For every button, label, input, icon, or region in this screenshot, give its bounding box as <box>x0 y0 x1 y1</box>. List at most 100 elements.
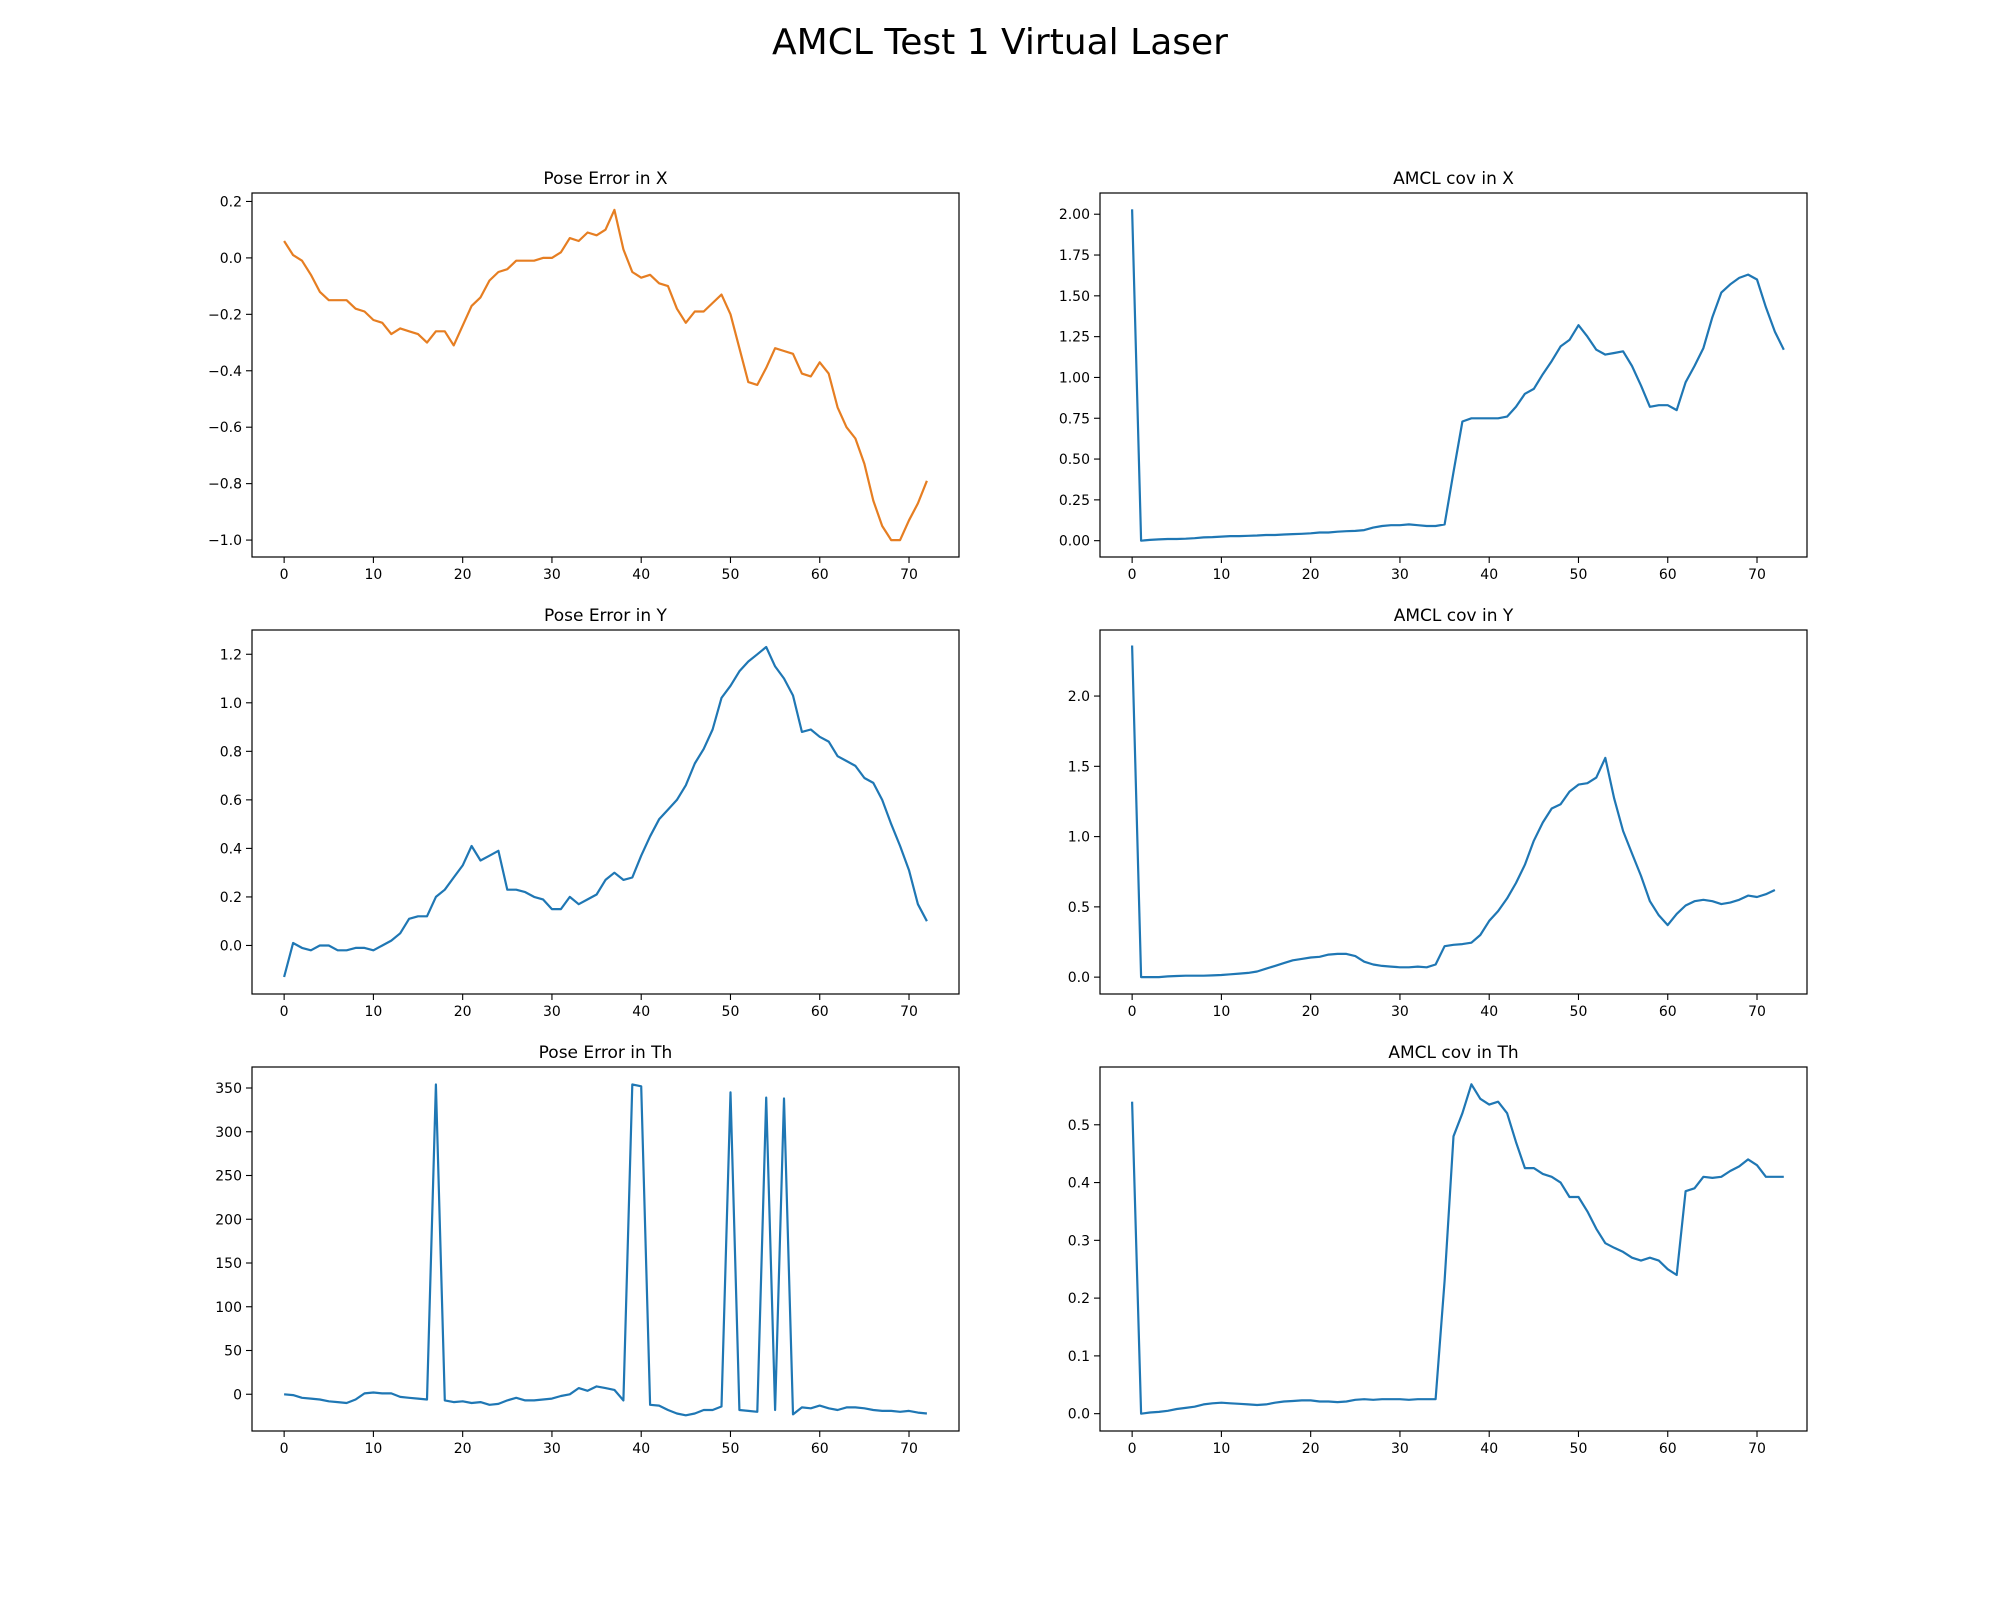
subplot-pose-error-th: Pose Error in Th 0 10 20 30 40 50 60 70 0 50 100 150… <box>215 1043 960 1457</box>
x-tick-label: 40 <box>632 1004 650 1020</box>
x-tick-label: 70 <box>1748 1004 1766 1020</box>
subplot-title: AMCL cov in Y <box>1394 606 1514 626</box>
y-tick-label: −1.0 <box>208 533 242 549</box>
axes-frame <box>251 192 960 558</box>
subplot-title: AMCL cov in Th <box>1388 1043 1518 1063</box>
y-tick-label: 0.2 <box>220 890 242 906</box>
y-tick-label: 250 <box>215 1169 242 1185</box>
y-tick-label: 0.5 <box>1068 900 1090 916</box>
series-line <box>1131 1083 1784 1415</box>
x-tick-label: 30 <box>543 1441 561 1457</box>
x-tick-label: 70 <box>1748 567 1766 583</box>
y-tick-label: 1.50 <box>1059 289 1090 305</box>
x-tick-label: 20 <box>1302 567 1320 583</box>
y-tick-label: 0.0 <box>1068 1407 1090 1423</box>
series-line <box>1131 645 1776 979</box>
x-tick-label: 50 <box>722 1004 740 1020</box>
y-tick-label: 0.0 <box>220 251 242 267</box>
x-tick-label: 50 <box>722 567 740 583</box>
series-line <box>283 208 928 542</box>
y-tick-label: 50 <box>224 1344 242 1360</box>
x-tick-label: 60 <box>811 567 829 583</box>
y-tick-label: 1.00 <box>1059 370 1090 386</box>
x-tick-label: 70 <box>900 1004 918 1020</box>
y-tick-label: 0.25 <box>1059 493 1090 509</box>
x-tick-label: 60 <box>1659 567 1677 583</box>
axes-frame <box>1099 192 1808 558</box>
x-tick-label: 20 <box>454 1441 472 1457</box>
x-tick-label: 0 <box>280 1441 289 1457</box>
y-tick-label: 0.4 <box>220 841 242 857</box>
subplot-amcl-cov-y: AMCL cov in Y 0 10 20 30 40 50 60 70 0.0 0.5 1.0 1.5… <box>1068 606 1808 1020</box>
y-tick-label: 0.1 <box>1068 1349 1090 1365</box>
x-tick-label: 40 <box>1480 567 1498 583</box>
x-tick-label: 30 <box>543 567 561 583</box>
subplot-title: Pose Error in X <box>543 169 668 189</box>
y-tick-label: 0.75 <box>1059 411 1090 427</box>
x-tick-label: 0 <box>280 1004 289 1020</box>
axes-frame <box>1099 629 1808 995</box>
x-tick-label: 20 <box>1302 1441 1320 1457</box>
y-tick-label: 0.2 <box>1068 1291 1090 1307</box>
subplot-amcl-cov-x: AMCL cov in X 0 10 20 30 40 50 60 70 0.00 0.25 0.50… <box>1059 169 1808 583</box>
series-line <box>1131 209 1785 542</box>
axes-frame <box>1099 1066 1808 1432</box>
y-tick-label: 0.0 <box>220 938 242 954</box>
x-tick-label: 70 <box>900 567 918 583</box>
x-tick-label: 50 <box>722 1441 740 1457</box>
x-tick-label: 10 <box>364 567 382 583</box>
x-tick-label: 20 <box>454 567 472 583</box>
x-tick-label: 30 <box>1391 1004 1409 1020</box>
x-tick-label: 70 <box>900 1441 918 1457</box>
x-tick-label: 50 <box>1570 567 1588 583</box>
y-tick-label: 150 <box>215 1256 242 1272</box>
subplot-amcl-cov-th: AMCL cov in Th 0 10 20 30 40 50 60 70 0.0 0.1 0.2 0.… <box>1068 1043 1808 1457</box>
x-tick-label: 30 <box>543 1004 561 1020</box>
figure-title: AMCL Test 1 Virtual Laser <box>772 22 1228 63</box>
x-tick-label: 10 <box>364 1441 382 1457</box>
y-tick-label: −0.4 <box>208 364 242 380</box>
y-tick-label: −0.8 <box>208 477 242 493</box>
y-tick-label: 0.00 <box>1059 534 1090 550</box>
y-tick-label: 300 <box>215 1125 242 1141</box>
x-tick-label: 30 <box>1391 1441 1409 1457</box>
x-tick-label: 60 <box>1659 1004 1677 1020</box>
x-tick-label: 30 <box>1391 567 1409 583</box>
x-tick-label: 10 <box>1212 567 1230 583</box>
y-tick-label: 1.5 <box>1068 759 1090 775</box>
x-tick-label: 40 <box>1480 1441 1498 1457</box>
subplot-pose-error-y: Pose Error in Y 0 10 20 30 40 50 60 70 0.0 0.2 0.4 0… <box>220 606 960 1020</box>
y-tick-label: 0.5 <box>1068 1118 1090 1134</box>
y-tick-label: 2.0 <box>1068 689 1090 705</box>
y-tick-label: 0.4 <box>1068 1176 1090 1192</box>
y-tick-label: 100 <box>215 1300 242 1316</box>
y-tick-label: −0.6 <box>208 420 242 436</box>
x-tick-label: 10 <box>1212 1441 1230 1457</box>
x-tick-label: 50 <box>1570 1441 1588 1457</box>
x-tick-label: 10 <box>1212 1004 1230 1020</box>
y-tick-label: 0.6 <box>220 793 242 809</box>
x-tick-label: 20 <box>1302 1004 1320 1020</box>
y-tick-label: 0 <box>233 1387 242 1403</box>
x-tick-label: 20 <box>454 1004 472 1020</box>
x-tick-label: 60 <box>1659 1441 1677 1457</box>
x-tick-label: 0 <box>1128 1004 1137 1020</box>
x-tick-label: 0 <box>1128 1441 1137 1457</box>
x-tick-label: 0 <box>1128 567 1137 583</box>
y-tick-label: −0.2 <box>208 307 242 323</box>
x-tick-label: 50 <box>1570 1004 1588 1020</box>
x-tick-label: 40 <box>1480 1004 1498 1020</box>
y-tick-label: 1.0 <box>1068 830 1090 846</box>
y-tick-label: 0.50 <box>1059 452 1090 468</box>
axes-frame <box>251 1066 960 1432</box>
x-tick-label: 60 <box>811 1441 829 1457</box>
subplot-title: Pose Error in Th <box>539 1043 673 1063</box>
subplot-title: Pose Error in Y <box>544 606 668 626</box>
x-tick-label: 70 <box>1748 1441 1766 1457</box>
y-tick-label: 1.75 <box>1059 248 1090 264</box>
y-tick-label: 0.0 <box>1068 970 1090 986</box>
y-tick-label: 2.00 <box>1059 207 1090 223</box>
y-tick-label: 0.3 <box>1068 1233 1090 1249</box>
y-tick-label: 350 <box>215 1081 242 1097</box>
y-tick-label: 1.0 <box>220 696 242 712</box>
